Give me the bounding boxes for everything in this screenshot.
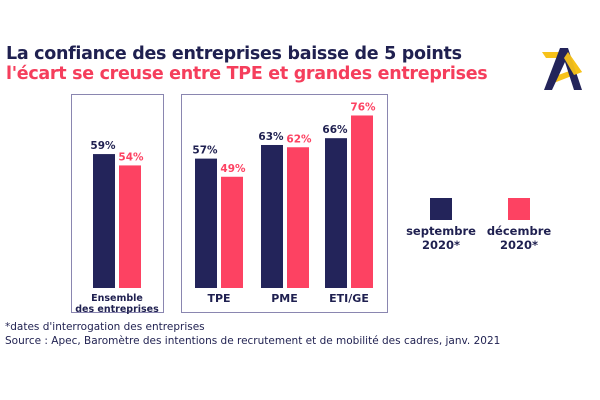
value-label-pme-september: 63% bbox=[258, 131, 284, 143]
legend-september-line2: 2020* bbox=[421, 238, 461, 252]
bar-ensemble-december bbox=[119, 165, 141, 288]
category-label-ensemble-2: des entreprises bbox=[75, 304, 159, 315]
value-label-eti-september: 66% bbox=[322, 124, 348, 136]
apec-logo-icon bbox=[542, 48, 582, 90]
chart-subtitle: l'écart se creuse entre TPE et grandes e… bbox=[6, 64, 488, 84]
value-label-tpe-december: 49% bbox=[220, 163, 246, 175]
footnote: *dates d'interrogation des entreprises bbox=[5, 321, 205, 333]
legend-label-september: septembre 2020* bbox=[396, 224, 486, 252]
logo-yellow-overlap bbox=[564, 52, 582, 75]
legend-december-line2: 2020* bbox=[499, 238, 539, 252]
legend-december-line1: décembre bbox=[486, 224, 552, 238]
bar-pme-september bbox=[261, 144, 283, 288]
chart-title: La confiance des entreprises baisse de 5… bbox=[6, 44, 462, 64]
value-label-eti-december: 76% bbox=[350, 101, 376, 113]
bar-eti-september bbox=[325, 138, 347, 288]
group-box-by-size bbox=[181, 94, 388, 313]
category-label-eti: ETI/GE bbox=[329, 292, 369, 305]
legend-swatch-september bbox=[430, 198, 452, 220]
legend-september-line1: septembre bbox=[406, 224, 476, 238]
category-label-pme: PME bbox=[271, 292, 298, 305]
category-label-tpe: TPE bbox=[207, 292, 230, 305]
value-label-ensemble-december: 54% bbox=[118, 151, 144, 163]
bar-ensemble-september bbox=[93, 154, 115, 288]
legend-swatch-december bbox=[508, 198, 530, 220]
bar-pme-december bbox=[287, 147, 309, 288]
bar-eti-december bbox=[351, 115, 373, 288]
category-label-ensemble-1: Ensemble bbox=[91, 293, 143, 304]
group-box-ensemble bbox=[71, 94, 164, 313]
value-label-tpe-september: 57% bbox=[192, 145, 218, 157]
source-note: Source : Apec, Baromètre des intentions … bbox=[5, 335, 501, 347]
logo-navy-shape bbox=[544, 48, 582, 90]
bar-tpe-september bbox=[195, 158, 217, 288]
bar-tpe-december bbox=[221, 176, 243, 288]
value-label-ensemble-september: 59% bbox=[90, 140, 116, 152]
value-label-pme-december: 62% bbox=[286, 133, 312, 145]
legend-label-december: décembre 2020* bbox=[474, 224, 564, 252]
